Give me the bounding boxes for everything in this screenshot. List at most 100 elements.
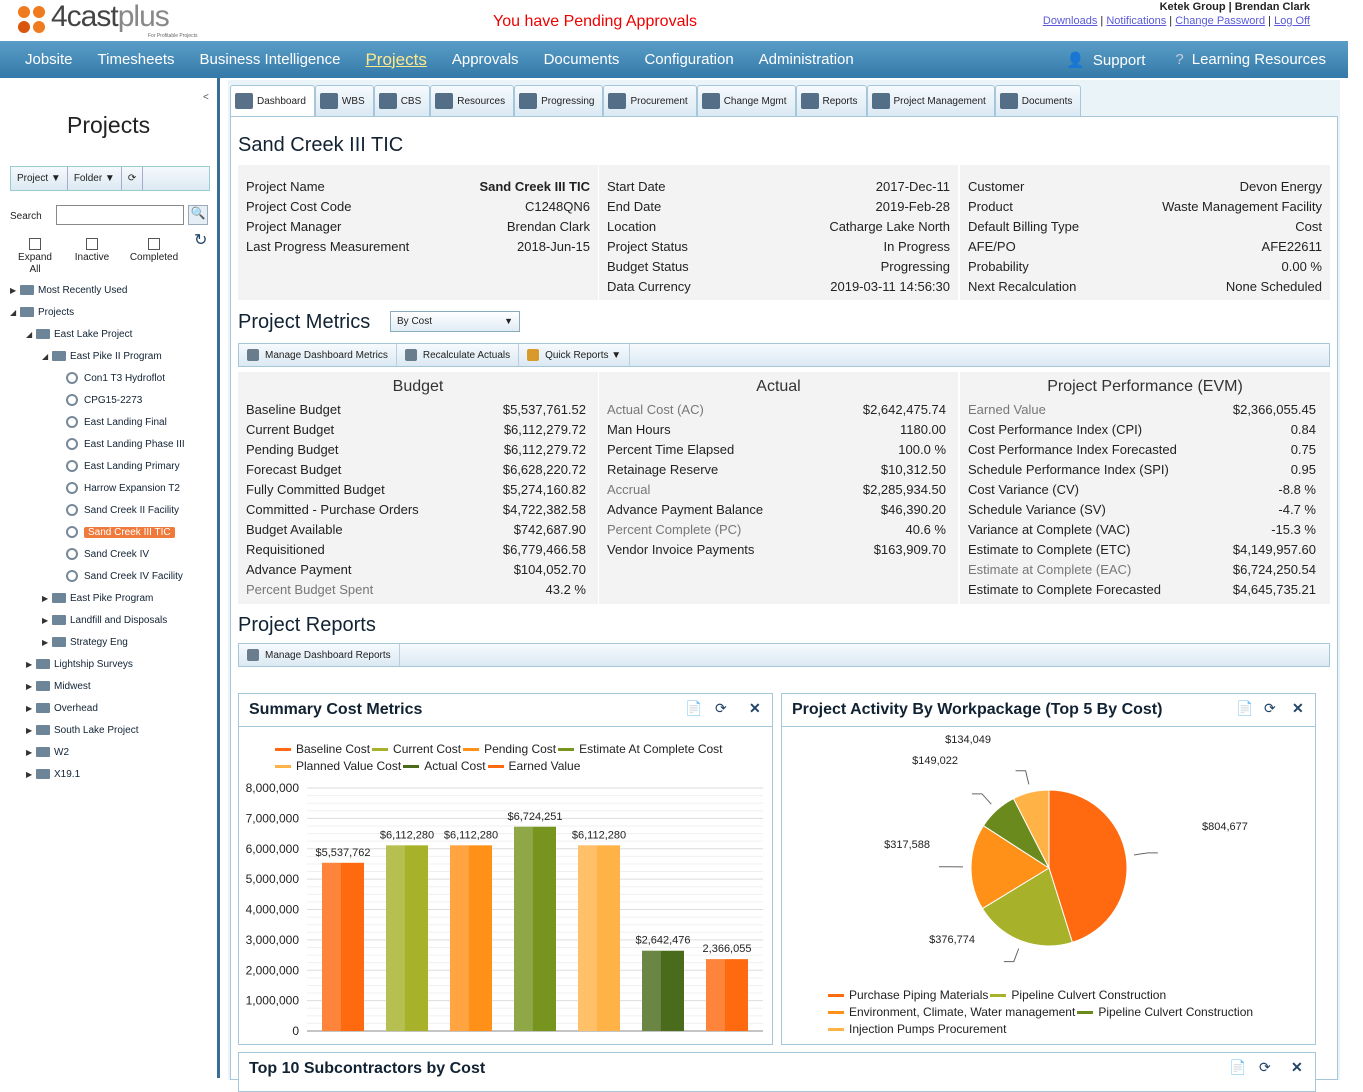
- expand-toggle-icon[interactable]: ▶: [26, 704, 36, 713]
- tree-item[interactable]: ◢East Lake Project: [26, 326, 132, 342]
- log-off-link[interactable]: Log Off: [1274, 15, 1310, 27]
- expand-toggle-icon[interactable]: ▶: [26, 748, 36, 757]
- legend-item[interactable]: Planned Value Cost: [275, 759, 401, 774]
- tree-item[interactable]: ▶Midwest: [26, 678, 91, 694]
- expand-toggle-icon[interactable]: ▶: [42, 616, 52, 625]
- quick-reports-button[interactable]: Quick Reports ▼: [519, 344, 630, 366]
- close-icon[interactable]: ✕: [1291, 1059, 1303, 1076]
- tab-progressing[interactable]: Progressing: [514, 85, 603, 117]
- tree-item[interactable]: Sand Creek IV Facility: [66, 568, 183, 584]
- nav-timesheets[interactable]: Timesheets: [98, 51, 175, 68]
- manage-dashboard-metrics-button[interactable]: Manage Dashboard Metrics: [239, 344, 397, 366]
- refresh-tree-icon[interactable]: ⟳: [122, 167, 143, 190]
- notifications-link[interactable]: Notifications: [1106, 15, 1166, 27]
- tree-item[interactable]: ▶Most Recently Used: [10, 282, 127, 298]
- nav-learning-resources[interactable]: ?Learning Resources: [1175, 51, 1326, 69]
- expand-toggle-icon[interactable]: ▶: [26, 682, 36, 691]
- collapse-sidebar-button[interactable]: <: [203, 92, 209, 103]
- refresh-icon[interactable]: ⟳: [1264, 700, 1276, 717]
- legend-item[interactable]: Pipeline Culvert Construction: [990, 988, 1166, 1003]
- manage-dashboard-reports-button[interactable]: Manage Dashboard Reports: [239, 644, 400, 666]
- pending-approvals-link[interactable]: You have Pending Approvals: [493, 13, 697, 31]
- expand-all-checkbox[interactable]: Expand All: [14, 238, 56, 276]
- nav-documents[interactable]: Documents: [544, 51, 620, 68]
- nav-jobsite[interactable]: Jobsite: [25, 51, 73, 68]
- metrics-selector[interactable]: By Cost: [390, 311, 520, 332]
- legend-item[interactable]: Current Cost: [372, 742, 461, 757]
- tree-item[interactable]: East Landing Phase III: [66, 436, 185, 452]
- search-icon[interactable]: 🔍: [188, 205, 208, 225]
- folder-menu-button[interactable]: Folder ▼: [68, 167, 122, 190]
- nav-administration[interactable]: Administration: [759, 51, 854, 68]
- change-password-link[interactable]: Change Password: [1175, 15, 1265, 27]
- tab-procurement[interactable]: Procurement: [603, 85, 696, 117]
- refresh-icon[interactable]: ⟳: [1259, 1059, 1271, 1076]
- nav-projects[interactable]: Projects: [365, 50, 426, 70]
- project-menu-button[interactable]: Project ▼: [11, 167, 68, 190]
- downloads-link[interactable]: Downloads: [1043, 15, 1097, 27]
- tree-item[interactable]: ◢East Pike II Program: [42, 348, 162, 364]
- tab-resources[interactable]: Resources: [430, 85, 514, 117]
- legend-item[interactable]: Environment, Climate, Water management: [828, 1005, 1075, 1020]
- tree-item[interactable]: Sand Creek III TIC: [66, 524, 175, 540]
- tree-item[interactable]: ▶W2: [26, 744, 69, 760]
- tree-item[interactable]: ▶Strategy Eng: [42, 634, 128, 650]
- inactive-checkbox[interactable]: Inactive: [70, 238, 114, 264]
- tab-documents[interactable]: Documents: [995, 85, 1082, 117]
- tree-item[interactable]: ▶Overhead: [26, 700, 98, 716]
- expand-toggle-icon[interactable]: ◢: [10, 308, 20, 317]
- tree-item[interactable]: ▶Landfill and Disposals: [42, 612, 167, 628]
- legend-item[interactable]: Actual Cost: [403, 759, 485, 774]
- tree-item[interactable]: ▶X19.1: [26, 766, 80, 782]
- completed-checkbox[interactable]: Completed: [126, 238, 182, 264]
- legend-item[interactable]: Pending Cost: [463, 742, 556, 757]
- tree-item[interactable]: ▶East Pike Program: [42, 590, 153, 606]
- tree-item[interactable]: ▶Lightship Surveys: [26, 656, 133, 672]
- tab-cbs[interactable]: CBS: [374, 85, 431, 117]
- expand-toggle-icon[interactable]: ▶: [42, 594, 52, 603]
- tree-item[interactable]: Sand Creek II Facility: [66, 502, 179, 518]
- bar-data-label: $6,112,280: [444, 829, 498, 841]
- pdf-icon[interactable]: 📄: [685, 700, 702, 717]
- expand-toggle-icon[interactable]: ▶: [26, 660, 36, 669]
- tree-item[interactable]: ▶South Lake Project: [26, 722, 139, 738]
- tree-item[interactable]: East Landing Final: [66, 414, 167, 430]
- legend-item[interactable]: Pipeline Culvert Construction: [1077, 1005, 1253, 1020]
- tree-item[interactable]: Sand Creek IV: [66, 546, 149, 562]
- expand-toggle-icon[interactable]: ▶: [26, 770, 36, 779]
- nav-configuration[interactable]: Configuration: [644, 51, 733, 68]
- tab-reports[interactable]: Reports: [796, 85, 867, 117]
- reset-search-icon[interactable]: ↻: [194, 230, 207, 250]
- tree-item[interactable]: East Landing Primary: [66, 458, 180, 474]
- tab-wbs[interactable]: WBS: [315, 85, 374, 117]
- close-icon[interactable]: ✕: [1292, 700, 1304, 717]
- logo[interactable]: 4castplus For Profitable Projects: [18, 2, 169, 40]
- legend-item[interactable]: Estimate At Complete Cost: [558, 742, 722, 757]
- legend-item[interactable]: Injection Pumps Procurement: [828, 1022, 1006, 1037]
- tree-item[interactable]: Harrow Expansion T2: [66, 480, 180, 496]
- tab-dashboard[interactable]: Dashboard: [230, 85, 315, 117]
- nav-business-intelligence[interactable]: Business Intelligence: [200, 51, 341, 68]
- nav-support[interactable]: 👤Support: [1066, 51, 1145, 69]
- pdf-icon[interactable]: 📄: [1236, 700, 1253, 717]
- close-icon[interactable]: ✕: [749, 700, 761, 717]
- refresh-icon[interactable]: ⟳: [715, 700, 727, 717]
- nav-approvals[interactable]: Approvals: [452, 51, 519, 68]
- search-input[interactable]: [56, 205, 184, 225]
- legend-item[interactable]: Baseline Cost: [275, 742, 370, 757]
- tab-project-management[interactable]: Project Management: [867, 85, 995, 117]
- metric-label: Variance at Complete (VAC): [968, 522, 1130, 542]
- tab-change-mgmt[interactable]: Change Mgmt: [697, 85, 796, 117]
- legend-item[interactable]: Purchase Piping Materials: [828, 988, 988, 1003]
- tree-item[interactable]: ◢Projects: [10, 304, 74, 320]
- tree-item[interactable]: Con1 T3 Hydroflot: [66, 370, 165, 386]
- expand-toggle-icon[interactable]: ◢: [26, 330, 36, 339]
- expand-toggle-icon[interactable]: ▶: [10, 286, 20, 295]
- recalculate-actuals-button[interactable]: Recalculate Actuals: [397, 344, 519, 366]
- tree-item[interactable]: CPG15-2273: [66, 392, 142, 408]
- legend-item[interactable]: Earned Value: [488, 759, 581, 774]
- expand-toggle-icon[interactable]: ◢: [42, 352, 52, 361]
- expand-toggle-icon[interactable]: ▶: [26, 726, 36, 735]
- pdf-icon[interactable]: 📄: [1229, 1059, 1246, 1076]
- expand-toggle-icon[interactable]: ▶: [42, 638, 52, 647]
